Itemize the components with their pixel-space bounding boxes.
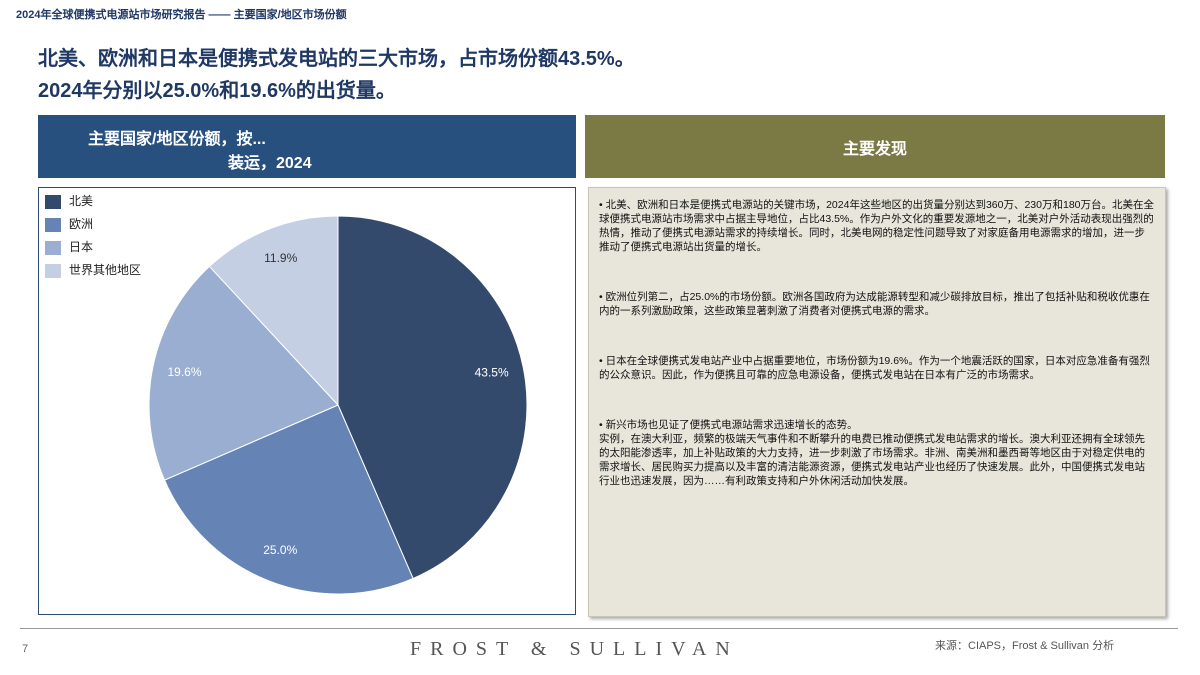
data-label: 43.5%	[475, 365, 509, 379]
legend-label: 北美	[69, 194, 93, 208]
legend-swatch	[45, 241, 61, 255]
legend-label: 欧洲	[69, 217, 93, 231]
footer-rule	[20, 628, 1178, 629]
headline: 2024年分别以25.0%和19.6%的出货量。	[38, 80, 396, 102]
findings-title: 主要发现	[842, 140, 907, 158]
logo: FROST & SULLIVAN	[410, 638, 739, 660]
finding: • 欧洲位列第二，占25.0%的市场份额。欧洲各国政府为达成能源转型和减少碳排放…	[599, 290, 1155, 318]
finding-text: 实例，在澳大利亚，频繁的极端天气事件和不断攀升的电费已推动便携式发电站需求的增长…	[599, 433, 1145, 487]
legend-swatch	[45, 218, 61, 232]
findings-panel: • 北美、欧洲和日本是便携式电源站的关键市场，2024年这些地区的出货量分别达到…	[588, 187, 1166, 617]
chart-panel: 43.5% 25.0% 19.6% 11.9% 北美欧洲日本世界其他地区	[38, 187, 576, 615]
findings-header: 主要发现	[585, 115, 1165, 178]
pie-slice	[148, 265, 339, 481]
finding: • 新兴市场也见证了便携式电源站需求迅速增长的态势。实例，在澳大利亚，频繁的极端…	[599, 418, 1155, 488]
headline: 北美、欧洲和日本是便携式发电站的三大市场，占市场份额43.5%。	[38, 48, 635, 70]
data-label: 11.9%	[264, 251, 297, 265]
chart-title: 装运，2024	[228, 155, 312, 172]
legend-label: 日本	[69, 240, 93, 254]
pie-slice	[163, 404, 414, 595]
finding-text: • 新兴市场也见证了便携式电源站需求迅速增长的态势。	[599, 419, 858, 431]
finding-text: • 日本在全球便携式发电站产业中占据重要地位，市场份额为19.6%。作为一个地震…	[599, 355, 1150, 381]
source: 来源：CIAPS，Frost & Sullivan 分析	[935, 640, 1115, 652]
finding-text: • 欧洲位列第二，占25.0%的市场份额。欧洲各国政府为达成能源转型和减少碳排放…	[599, 291, 1150, 317]
legend-swatch	[45, 264, 61, 278]
finding-text: • 北美、欧洲和日本是便携式电源站的关键市场，2024年这些地区的出货量分别达到…	[599, 199, 1155, 253]
header: 2024年全球便携式电源站市场研究报告 —— 主要国家/地区市场份额	[16, 9, 347, 21]
legend-label: 世界其他地区	[69, 263, 141, 277]
data-label: 25.0%	[263, 543, 297, 557]
legend-swatch	[45, 195, 61, 209]
finding: • 日本在全球便携式发电站产业中占据重要地位，市场份额为19.6%。作为一个地震…	[599, 354, 1155, 382]
page-number: 7	[22, 643, 29, 655]
chart-header: 主要国家/地区份额，按... 装运，2024	[38, 115, 576, 178]
chart-title: 主要国家/地区份额，按...	[88, 131, 266, 148]
pie-slice	[208, 215, 339, 407]
data-label: 19.6%	[167, 365, 201, 379]
pie-slice	[337, 215, 528, 580]
finding: • 北美、欧洲和日本是便携式电源站的关键市场，2024年这些地区的出货量分别达到…	[599, 198, 1155, 254]
